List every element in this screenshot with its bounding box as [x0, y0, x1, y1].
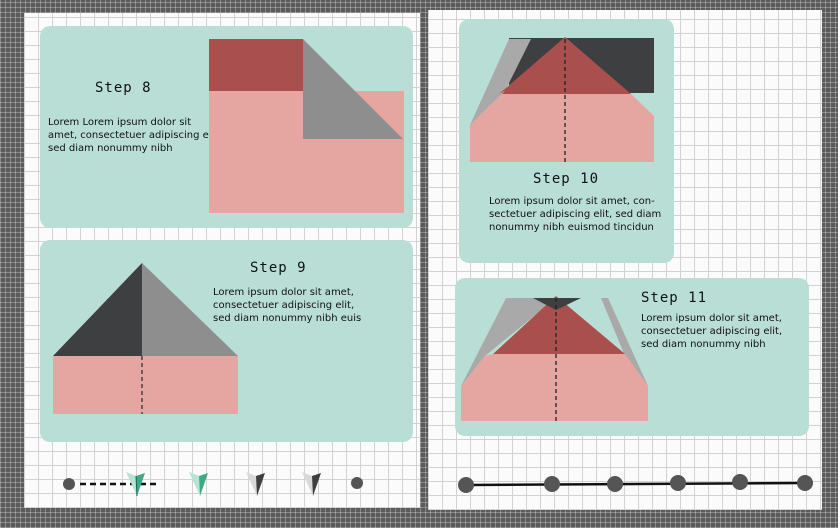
step-9-title: Step 9 [250, 260, 307, 276]
step-11-title: Step 11 [641, 290, 708, 306]
paper-bottom [53, 356, 238, 414]
step-10-title: Step 10 [533, 171, 600, 187]
step-8-fold-diagram [209, 39, 404, 213]
upper-red-flap [499, 37, 631, 94]
left-grey-flap [470, 39, 531, 125]
step-10-text: Lorem ipsum dolor sit amet, con-sectetue… [489, 196, 662, 233]
upper-red-flap [493, 296, 625, 354]
step-9-text: Lorem ipsum dolor sit amet, consectetuer… [213, 287, 362, 324]
step-9-fold-diagram [53, 263, 238, 414]
step-9-card: Step 9 Lorem ipsum dolor sit amet, conse… [40, 240, 413, 442]
paper-front [470, 91, 654, 162]
right-grey-flap [142, 263, 238, 356]
step-10-card: Step 10 Lorem ipsum dolor sit amet, con-… [459, 19, 674, 263]
right-grey-flap [601, 298, 648, 386]
step-8-title: Step 8 [95, 80, 152, 96]
step-11-text: Lorem ipsum dolor sit amet, consectetuer… [641, 313, 783, 350]
step-11-fold-diagram [461, 296, 648, 421]
step-8-text: Lorem Lorem ipsum dolor sit amet, consec… [48, 117, 222, 154]
step-8-card: Step 8 Lorem Lorem ipsum dolor sit amet,… [40, 26, 413, 228]
paper-top-flap [209, 39, 303, 91]
left-grey-flap [461, 298, 556, 386]
center-dark-flap-right [556, 298, 581, 310]
step-10-fold-diagram [470, 37, 654, 162]
paper-front [461, 354, 648, 421]
grey-fold [303, 39, 403, 139]
center-dark-flap [533, 298, 556, 310]
left-dark-flap [53, 263, 142, 356]
step-11-card: Step 11 Lorem ipsum dolor sit amet, cons… [455, 278, 809, 436]
